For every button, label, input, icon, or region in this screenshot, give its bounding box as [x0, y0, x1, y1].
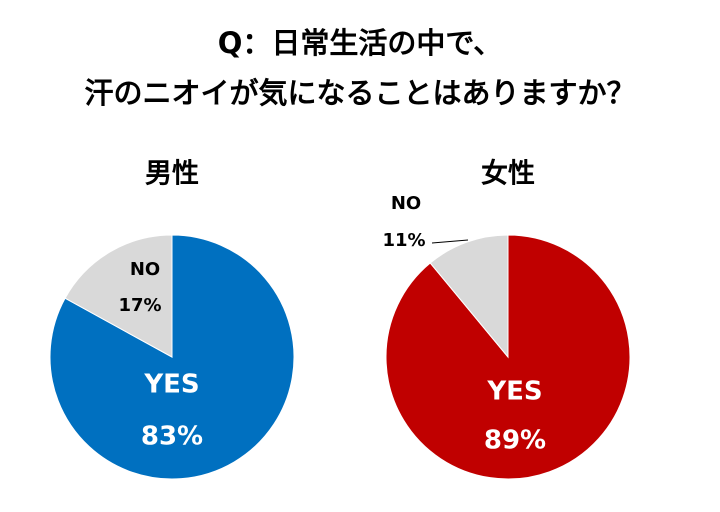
value-label: 11%: [382, 230, 425, 251]
value-label: 17%: [118, 295, 161, 316]
chart-subtitle: 女性: [481, 158, 535, 190]
slice-label: YES: [143, 370, 199, 400]
slice-label: NO: [391, 193, 421, 214]
chart-subtitle: 男性: [145, 159, 199, 190]
value-label: 89%: [484, 426, 546, 456]
value-label: 83%: [141, 422, 203, 452]
title-line: 汗のニオイが気になることはありますか？: [84, 76, 635, 110]
pie-slice: [429, 234, 509, 359]
slice-label: NO: [130, 259, 160, 280]
leader-line: [431, 239, 469, 244]
pie-slice: [64, 234, 173, 358]
slice-label: YES: [486, 377, 542, 407]
title-line: Q：日常生活の中で、: [218, 26, 503, 60]
